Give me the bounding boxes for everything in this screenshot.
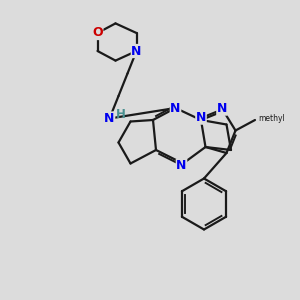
Text: N: N bbox=[104, 112, 115, 125]
Text: N: N bbox=[176, 159, 187, 172]
Text: N: N bbox=[196, 111, 206, 124]
Text: methyl: methyl bbox=[259, 114, 285, 123]
Text: N: N bbox=[131, 44, 142, 58]
Text: N: N bbox=[170, 101, 181, 115]
Text: H: H bbox=[116, 107, 126, 121]
Text: N: N bbox=[217, 102, 227, 115]
Text: O: O bbox=[92, 26, 103, 40]
